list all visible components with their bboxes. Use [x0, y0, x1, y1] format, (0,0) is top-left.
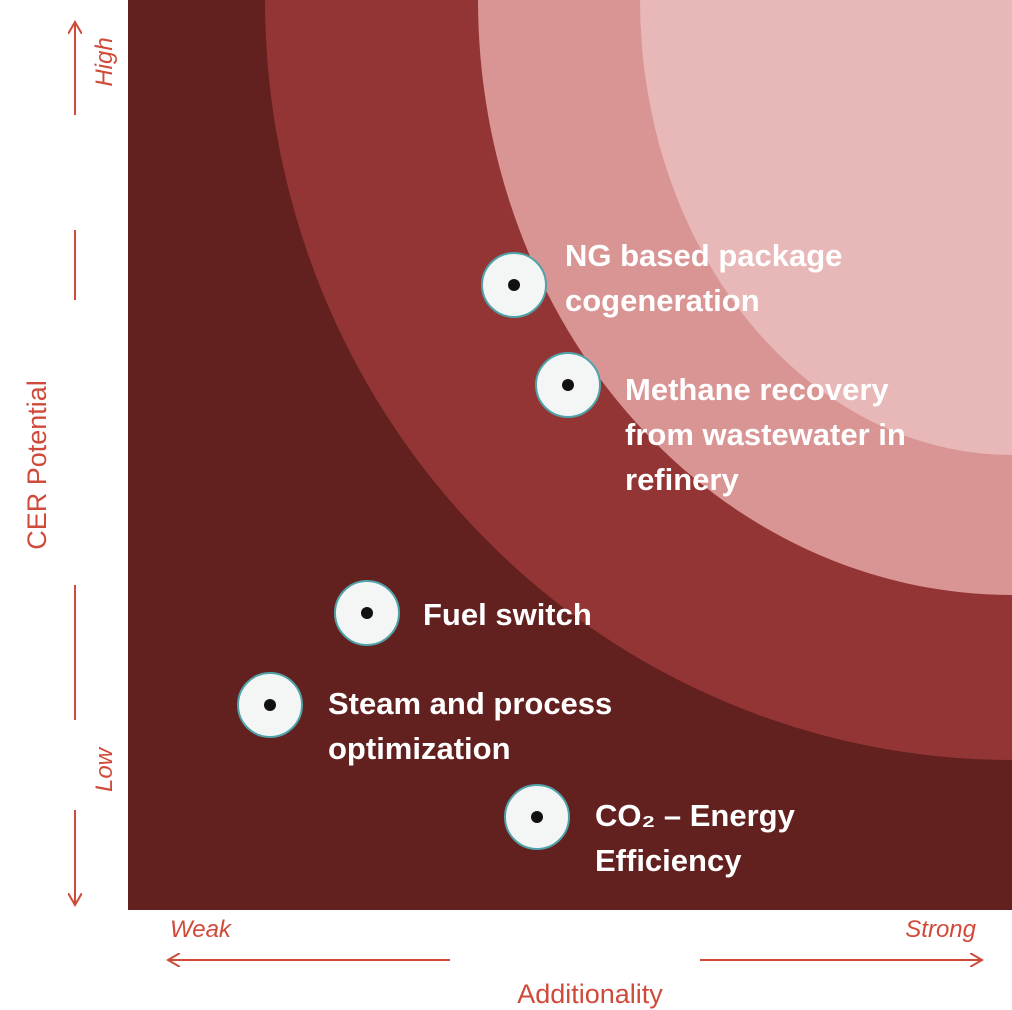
marker-dot: [264, 699, 276, 711]
item-label: Efficiency: [595, 843, 742, 878]
zone-top: [640, 0, 1012, 455]
marker-dot: [508, 279, 520, 291]
y-high: High: [91, 37, 118, 86]
y-gap-low: [60, 720, 90, 810]
marker-dot: [562, 379, 574, 391]
background: [128, 0, 1012, 910]
item-label: CO₂ – Energy: [595, 798, 796, 833]
x-label: Additionality: [517, 979, 663, 1009]
x-weak: Weak: [170, 916, 233, 943]
y-label: CER Potential: [22, 380, 52, 550]
marker-dot: [531, 811, 543, 823]
item-label: NG based package: [565, 238, 842, 273]
y-low: Low: [91, 746, 118, 792]
item-label: optimization: [328, 731, 511, 766]
x-strong: Strong: [905, 916, 976, 943]
item-label: cogeneration: [565, 283, 760, 318]
y-gap-mid: [60, 300, 90, 585]
y-gap-top: [60, 115, 90, 230]
item-label: from wastewater in: [625, 417, 906, 452]
item-label: Fuel switch: [423, 597, 592, 632]
item-label: refinery: [625, 462, 739, 497]
item-label: Methane recovery: [625, 372, 889, 407]
marker-dot: [361, 607, 373, 619]
item-label: Steam and process: [328, 686, 612, 721]
